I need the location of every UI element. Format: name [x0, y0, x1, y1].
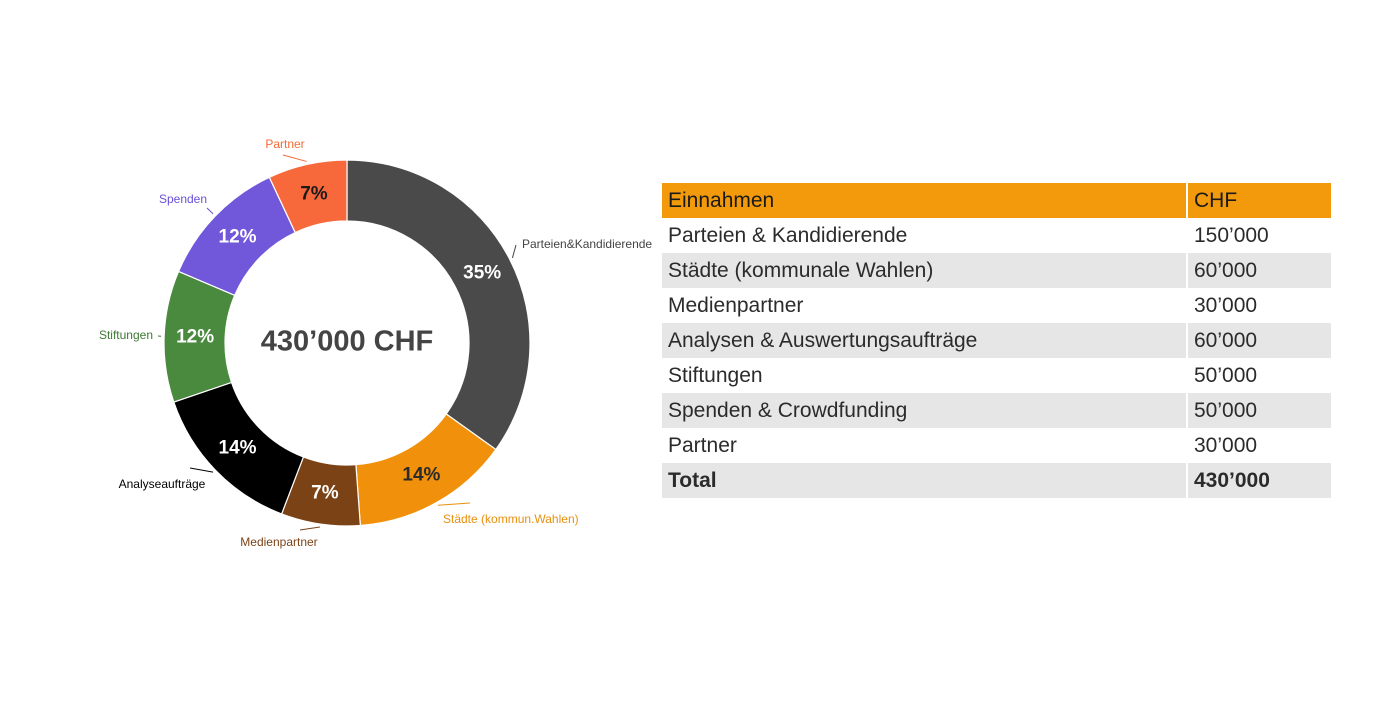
slice-category-label: Analyseaufträge — [119, 477, 206, 491]
table-row: Stiftungen 50’000 — [662, 358, 1331, 393]
slice-category-label: Spenden — [159, 192, 207, 206]
donut-slice — [268, 159, 348, 234]
row-value: 150’000 — [1194, 223, 1269, 247]
slice-category-label: Medienpartner — [240, 535, 317, 549]
income-table: Einnahmen CHF Parteien & Kandidierende 1… — [662, 183, 1331, 498]
table-total-row: Total 430’000 — [662, 463, 1331, 498]
slice-percent-label: 12% — [176, 326, 214, 347]
leader-line — [511, 244, 517, 259]
leader-line — [282, 154, 307, 162]
table-row: Städte (kommunale Wahlen) 60’000 — [662, 253, 1331, 288]
slice-percent-label: 12% — [219, 227, 257, 248]
row-label: Städte (kommunale Wahlen) — [662, 253, 1188, 288]
slice-percent-label: 7% — [311, 482, 339, 503]
table-row: Partner 30’000 — [662, 428, 1331, 463]
table-row: Medienpartner 30’000 — [662, 288, 1331, 323]
row-label: Parteien & Kandidierende — [662, 218, 1188, 253]
table-row: Parteien & Kandidierende 150’000 — [662, 218, 1331, 253]
row-label: Stiftungen — [662, 358, 1188, 393]
leader-line — [437, 502, 471, 506]
slice-percent-label: 14% — [402, 465, 440, 486]
row-value: 50’000 — [1194, 363, 1258, 387]
donut-chart: 35% 14% 7% 14% 12% 12% 7% Parteien&Kandidieren… — [99, 137, 652, 549]
center-total-label: 430’000 CHF — [261, 326, 434, 358]
slice-category-label: Städte (kommun.Wahlen) — [443, 512, 579, 526]
table-header-row: Einnahmen CHF — [662, 183, 1331, 218]
row-value: 60’000 — [1188, 253, 1331, 288]
slice-category-label: Partner — [265, 137, 304, 151]
table-row: Analysen & Auswertungsaufträge 60’000 — [662, 323, 1331, 358]
leader-line — [189, 467, 214, 473]
row-label: Analysen & Auswertungsaufträge — [662, 323, 1188, 358]
slice-percent-label: 35% — [463, 263, 501, 284]
slice-category-label: Parteien&Kandidierende — [522, 237, 652, 251]
leader-line — [206, 207, 214, 215]
row-label: Medienpartner — [662, 288, 1188, 323]
slice-category-label: Stiftungen — [99, 328, 153, 342]
row-value: 30’000 — [1194, 433, 1258, 457]
header-einnahmen: Einnahmen — [662, 183, 1188, 218]
table-row: Spenden & Crowdfunding 50’000 — [662, 393, 1331, 428]
slice-percent-label: 14% — [219, 438, 257, 459]
row-value: 30’000 — [1194, 293, 1258, 317]
leader-line — [299, 526, 320, 531]
row-label: Partner — [662, 428, 1188, 463]
slice-layer: 35% 14% 7% 14% 12% 12% 7% — [163, 159, 531, 527]
row-value: 60’000 — [1188, 323, 1331, 358]
label-layer: Parteien&Kandidierende Städte (kommun.Wah… — [99, 137, 652, 549]
header-chf: CHF — [1188, 183, 1331, 218]
row-value: 50’000 — [1188, 393, 1331, 428]
total-label: Total — [662, 463, 1188, 498]
slice-percent-label: 7% — [300, 184, 328, 205]
donut-slice — [346, 159, 531, 451]
row-label: Spenden & Crowdfunding — [662, 393, 1188, 428]
total-value: 430’000 — [1188, 463, 1331, 498]
